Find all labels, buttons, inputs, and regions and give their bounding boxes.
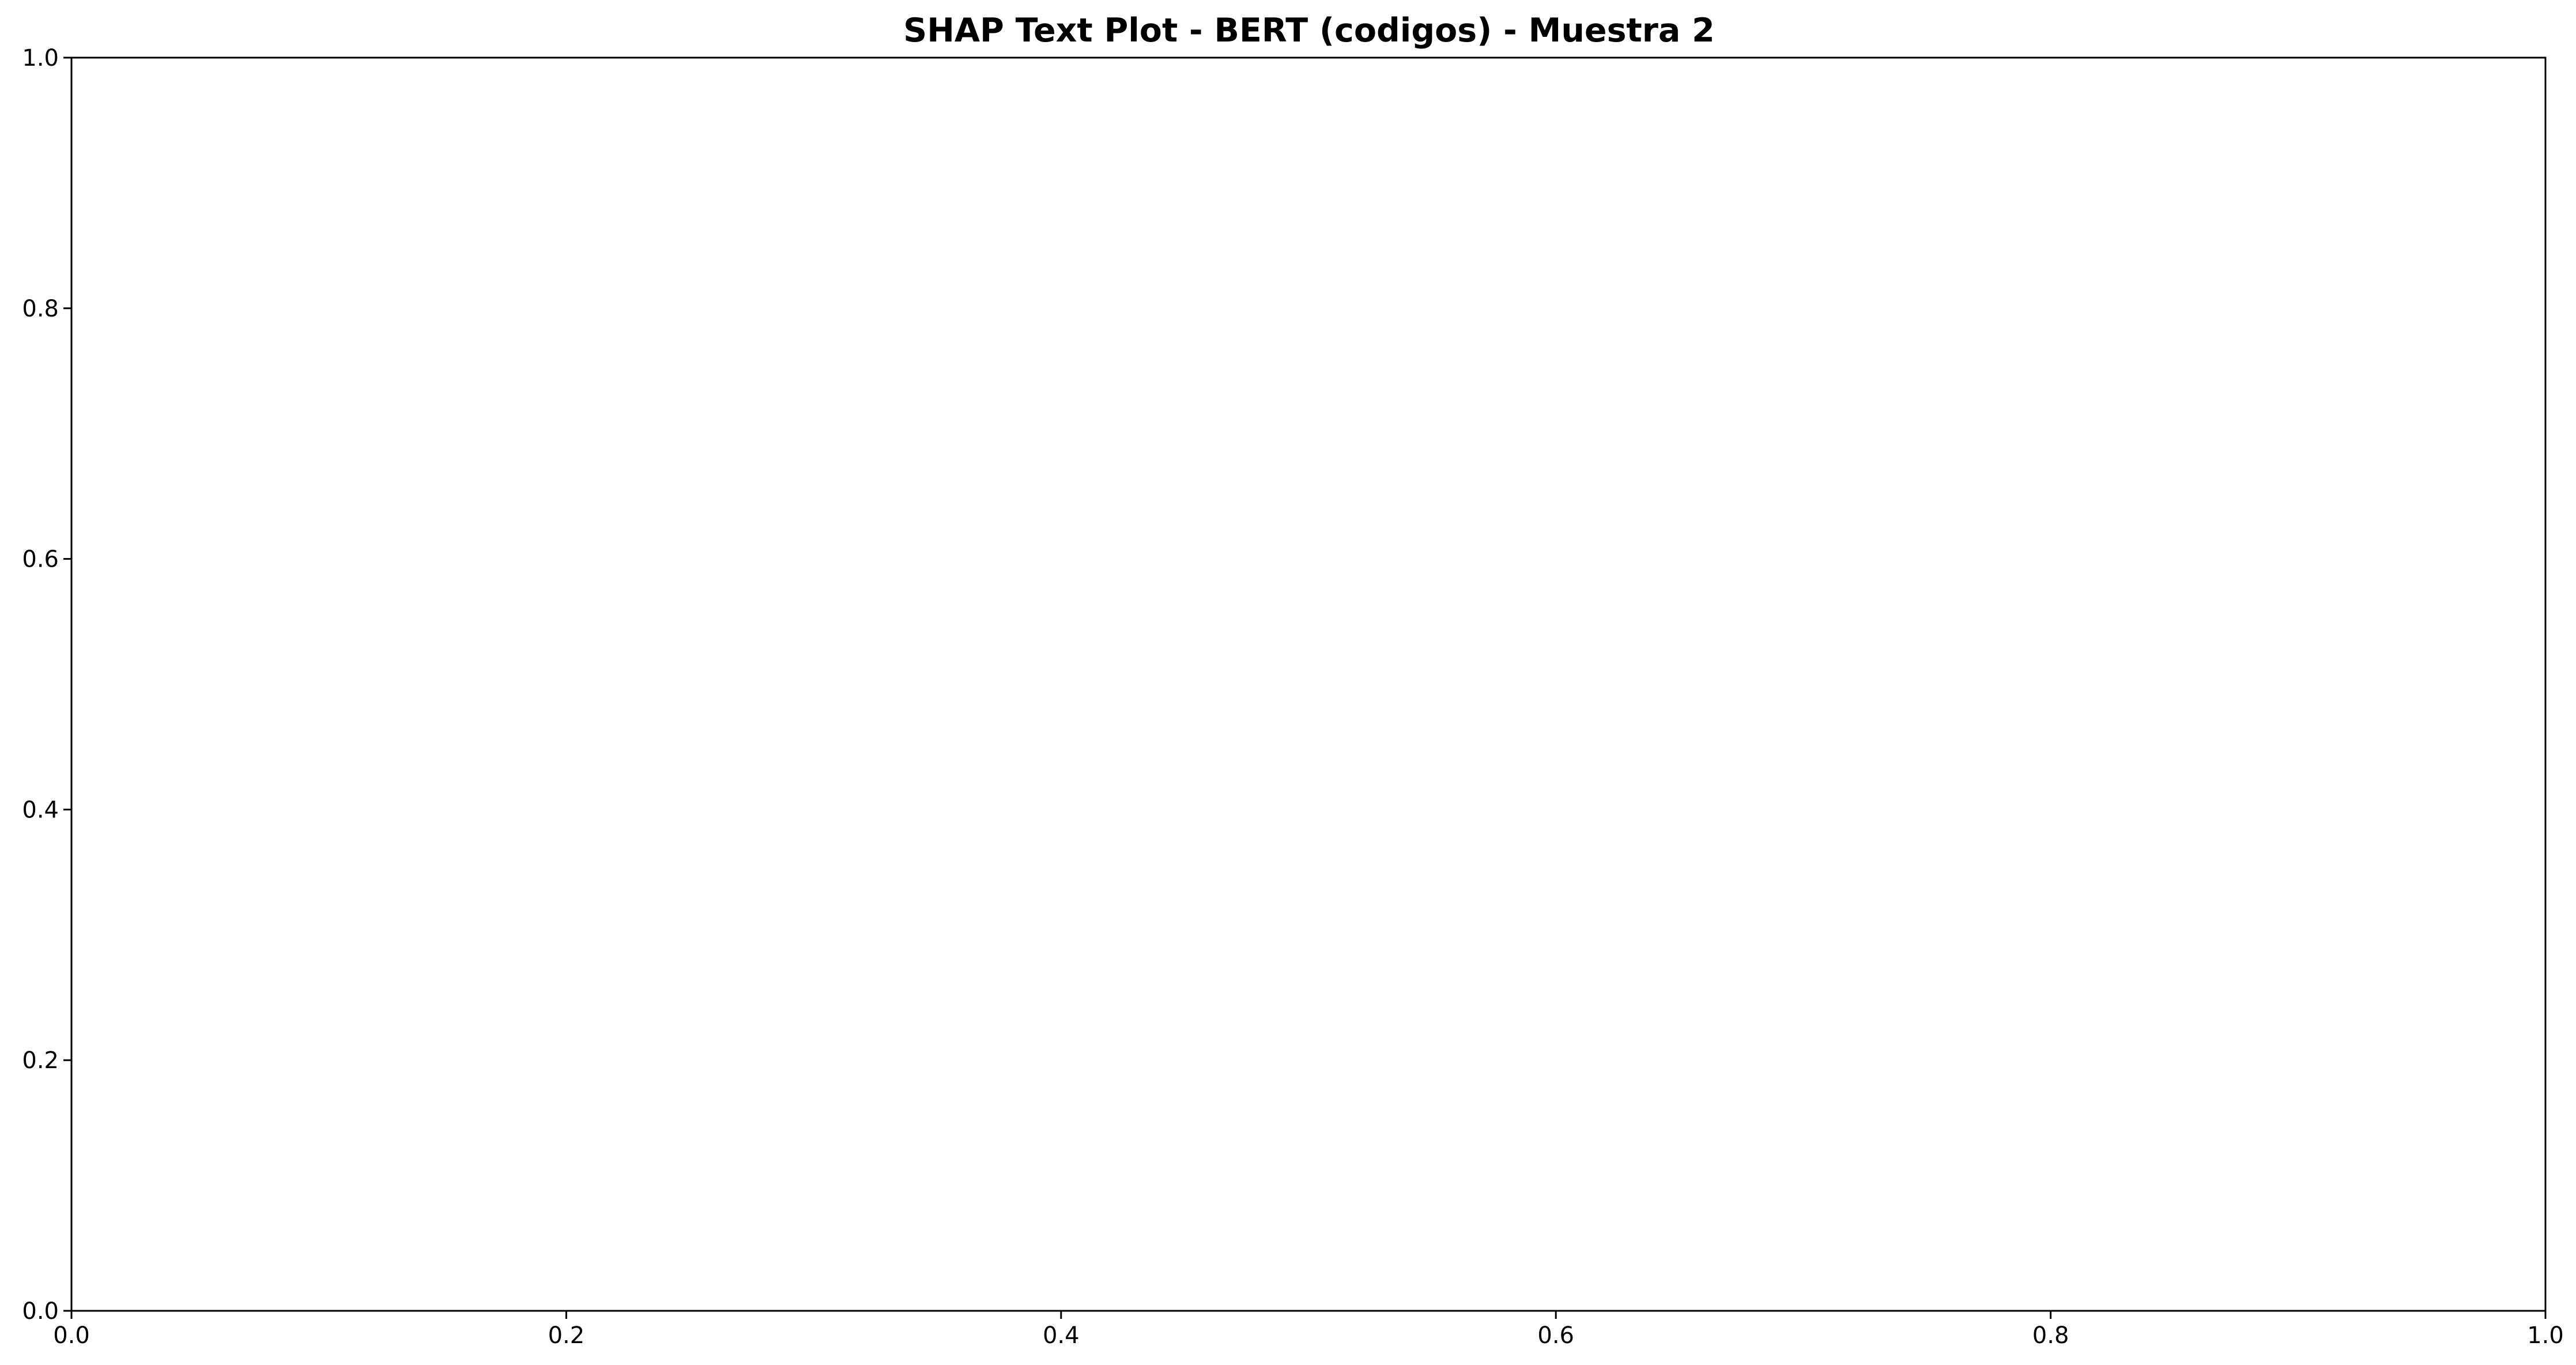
chart-title: SHAP Text Plot - BERT (codigos) - Muestr…	[903, 12, 1715, 50]
y-axis-ticks: 0.0 0.2 0.4 0.6 0.8 1.0	[22, 45, 71, 1325]
x-tick-label: 0.0	[53, 1322, 90, 1349]
x-tick-label: 0.8	[2032, 1322, 2069, 1349]
x-tick-label: 0.6	[1537, 1322, 1574, 1349]
x-tick-label: 1.0	[2527, 1322, 2564, 1349]
y-tick-label: 0.6	[22, 546, 59, 573]
x-tick-label: 0.2	[548, 1322, 585, 1349]
x-axis-ticks: 0.0 0.2 0.4 0.6 0.8 1.0	[53, 1311, 2564, 1349]
y-tick-label: 1.0	[22, 45, 59, 71]
y-tick-label: 0.2	[22, 1047, 59, 1074]
x-tick-label: 0.4	[1043, 1322, 1080, 1349]
plot-area	[71, 58, 2545, 1311]
y-tick-label: 0.4	[22, 797, 59, 823]
y-tick-label: 0.8	[22, 296, 59, 322]
y-tick-label: 0.0	[22, 1298, 59, 1325]
plot-frame	[70, 56, 2547, 1312]
